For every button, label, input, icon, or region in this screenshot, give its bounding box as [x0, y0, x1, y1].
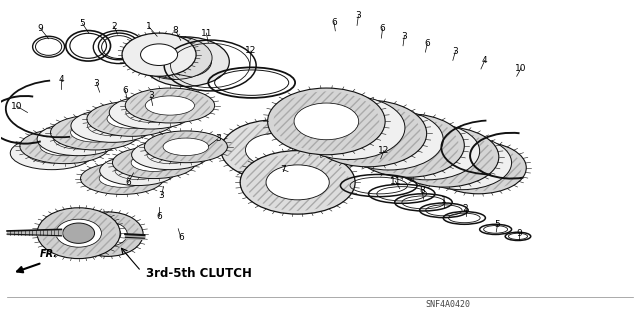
Ellipse shape: [87, 101, 176, 136]
Text: 8: 8: [419, 186, 425, 195]
Ellipse shape: [141, 44, 177, 65]
Ellipse shape: [390, 127, 499, 187]
Text: 12: 12: [245, 46, 257, 56]
Ellipse shape: [10, 137, 93, 170]
Ellipse shape: [294, 103, 358, 140]
Text: 6: 6: [156, 211, 162, 220]
Text: 9: 9: [37, 24, 43, 33]
Text: 10: 10: [11, 102, 22, 111]
Ellipse shape: [335, 110, 444, 170]
Text: 5: 5: [79, 19, 85, 28]
Text: 5: 5: [495, 220, 500, 229]
Ellipse shape: [161, 47, 211, 77]
Ellipse shape: [56, 219, 101, 247]
Ellipse shape: [452, 153, 505, 182]
Ellipse shape: [71, 109, 154, 142]
Ellipse shape: [143, 37, 229, 86]
Text: 12: 12: [378, 146, 390, 155]
Text: 1: 1: [146, 22, 152, 31]
Text: 4: 4: [482, 56, 488, 65]
Ellipse shape: [107, 109, 156, 129]
Ellipse shape: [99, 170, 145, 187]
Ellipse shape: [54, 129, 104, 149]
Text: 3: 3: [401, 32, 407, 41]
Ellipse shape: [352, 114, 465, 177]
Ellipse shape: [73, 212, 143, 256]
Text: 3: 3: [452, 47, 458, 56]
Ellipse shape: [292, 96, 405, 160]
Ellipse shape: [138, 36, 212, 79]
Ellipse shape: [147, 146, 193, 164]
Ellipse shape: [81, 163, 164, 195]
Text: SNF4A0420: SNF4A0420: [425, 300, 470, 308]
Text: 6: 6: [424, 39, 430, 48]
Ellipse shape: [396, 134, 459, 168]
Ellipse shape: [100, 156, 176, 186]
Text: 6: 6: [125, 178, 131, 187]
Ellipse shape: [145, 131, 227, 163]
Ellipse shape: [268, 88, 385, 155]
Ellipse shape: [163, 138, 209, 156]
Text: 1: 1: [441, 196, 447, 205]
Text: 7: 7: [280, 165, 286, 174]
Ellipse shape: [266, 165, 329, 200]
Text: 6: 6: [178, 233, 184, 242]
Ellipse shape: [221, 120, 330, 180]
Ellipse shape: [27, 143, 77, 163]
Text: 2: 2: [463, 204, 468, 213]
Ellipse shape: [412, 136, 511, 190]
Ellipse shape: [335, 115, 400, 152]
Ellipse shape: [356, 122, 422, 158]
Ellipse shape: [132, 140, 208, 170]
Text: 3: 3: [215, 134, 221, 143]
Ellipse shape: [51, 115, 140, 150]
Ellipse shape: [377, 128, 439, 163]
Ellipse shape: [125, 88, 214, 123]
Text: 6: 6: [380, 24, 385, 33]
Text: 11: 11: [200, 29, 212, 38]
Ellipse shape: [88, 116, 138, 136]
Text: 3: 3: [148, 92, 154, 100]
Ellipse shape: [113, 147, 195, 179]
Ellipse shape: [432, 146, 492, 179]
Ellipse shape: [109, 96, 192, 129]
Ellipse shape: [315, 109, 383, 147]
Text: 3: 3: [93, 79, 99, 88]
Text: 6: 6: [331, 18, 337, 27]
Ellipse shape: [246, 133, 305, 167]
Text: 11: 11: [390, 177, 401, 186]
Text: 3: 3: [355, 11, 361, 20]
Ellipse shape: [70, 123, 120, 142]
Ellipse shape: [115, 162, 161, 180]
Ellipse shape: [122, 33, 196, 76]
Ellipse shape: [89, 222, 127, 246]
Ellipse shape: [415, 140, 474, 174]
Ellipse shape: [63, 223, 95, 243]
Text: 10: 10: [515, 63, 527, 72]
Ellipse shape: [375, 123, 479, 180]
Ellipse shape: [37, 123, 120, 156]
Ellipse shape: [131, 154, 177, 171]
Text: 4: 4: [58, 75, 64, 84]
Ellipse shape: [37, 208, 120, 259]
Text: 3: 3: [159, 190, 164, 200]
Ellipse shape: [20, 129, 109, 164]
Text: FR.: FR.: [40, 249, 58, 259]
Ellipse shape: [40, 137, 89, 156]
Text: 3rd-5th CLUTCH: 3rd-5th CLUTCH: [147, 267, 252, 280]
Ellipse shape: [309, 100, 427, 167]
Ellipse shape: [240, 151, 355, 214]
Ellipse shape: [126, 103, 175, 122]
Text: 6: 6: [122, 86, 128, 95]
Text: 9: 9: [516, 229, 522, 238]
Text: 8: 8: [173, 26, 179, 35]
Ellipse shape: [145, 96, 195, 115]
Ellipse shape: [431, 142, 526, 194]
Ellipse shape: [95, 226, 121, 242]
Text: 2: 2: [111, 22, 116, 31]
